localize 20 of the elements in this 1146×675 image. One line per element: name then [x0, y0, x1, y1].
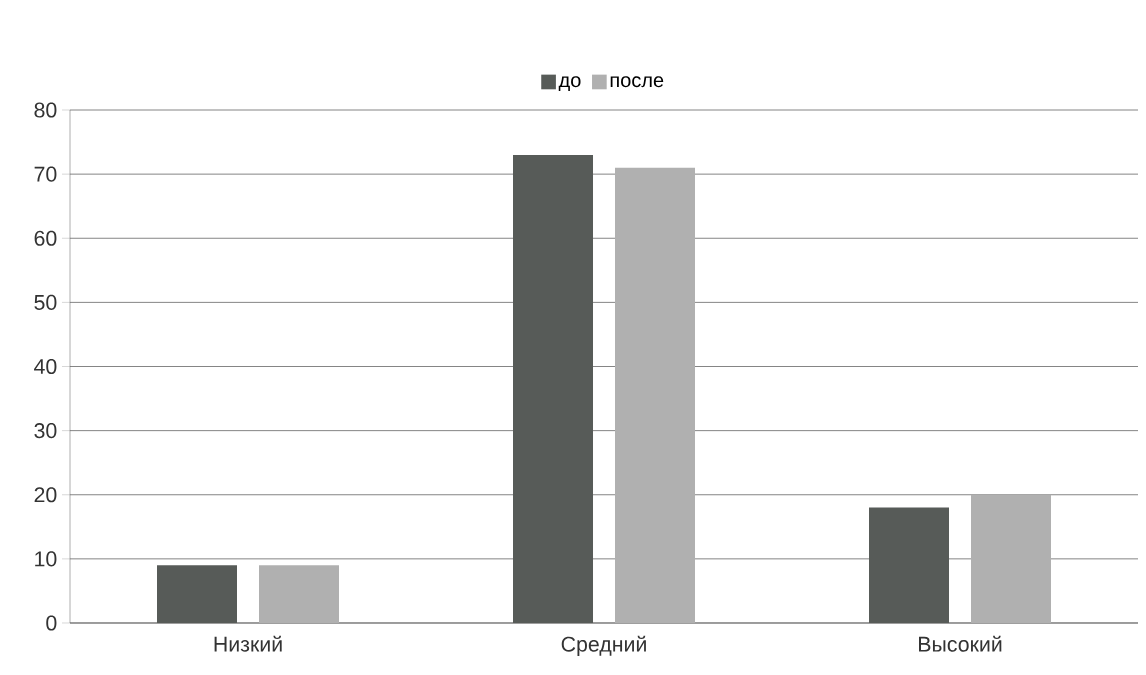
y-tick-label: 70	[34, 166, 57, 182]
bar	[971, 494, 1052, 623]
bar	[869, 507, 950, 623]
x-tick-label: Высокий	[919, 635, 1002, 652]
x-tick-label: Низкий	[214, 635, 282, 652]
x-tick-label: Средний	[561, 635, 646, 656]
legend-label: до	[558, 76, 581, 91]
bar	[615, 167, 696, 623]
legend-label: после	[610, 76, 664, 88]
y-tick-label: 40	[34, 358, 57, 375]
y-tick-label: 30	[34, 423, 57, 439]
y-tick-label: 50	[34, 294, 57, 310]
y-tick-label: 60	[34, 230, 57, 246]
y-tick-label: 10	[35, 551, 57, 567]
bar	[157, 565, 237, 623]
y-tick-label: 80	[34, 102, 57, 118]
y-tick-label: 0	[46, 615, 57, 631]
y-tick-label: 20	[34, 487, 57, 503]
bar	[513, 154, 594, 623]
bar	[259, 565, 340, 623]
